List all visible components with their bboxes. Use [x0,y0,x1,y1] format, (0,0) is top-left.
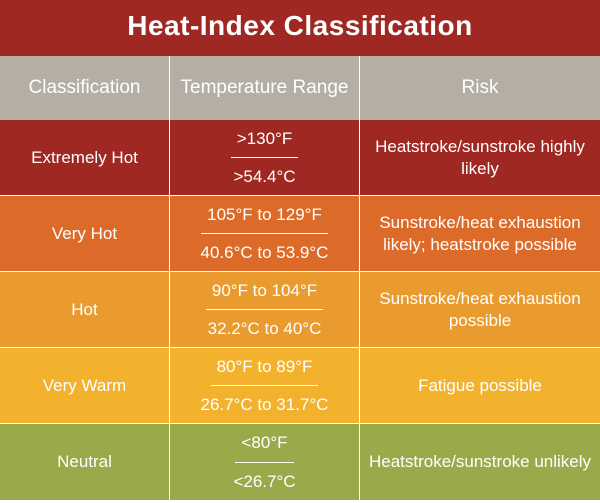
header-temp-range: Temperature Range [170,56,360,120]
header-risk: Risk [360,56,600,120]
classification-cell: Extremely Hot [0,120,170,195]
title-bar: Heat-Index Classification [0,0,600,56]
table-row: Hot90°F to 104°F32.2°C to 40°CSunstroke/… [0,272,600,348]
risk-cell: Heatstroke/sunstroke highly likely [360,120,600,195]
temp-cell: <80°F<26.7°C [170,424,360,500]
risk-cell: Heatstroke/sunstroke unlikely [360,424,600,500]
temp-f: <80°F [235,424,293,463]
header-classification: Classification [0,56,170,120]
table-body: Extremely Hot>130°F>54.4°CHeatstroke/sun… [0,120,600,500]
temp-cell: 90°F to 104°F32.2°C to 40°C [170,272,360,347]
temp-cell: 105°F to 129°F40.6°C to 53.9°C [170,196,360,271]
classification-cell: Very Hot [0,196,170,271]
table-row: Very Warm80°F to 89°F26.7°C to 31.7°CFat… [0,348,600,424]
table-row: Neutral<80°F<26.7°CHeatstroke/sunstroke … [0,424,600,500]
temp-c: <26.7°C [227,463,301,501]
risk-cell: Sunstroke/heat exhaustion possible [360,272,600,347]
temp-cell: >130°F>54.4°C [170,120,360,195]
temp-c: 26.7°C to 31.7°C [195,386,335,423]
classification-cell: Neutral [0,424,170,500]
temp-f: 105°F to 129°F [201,196,328,234]
temp-c: >54.4°C [227,158,301,195]
temp-f: 90°F to 104°F [206,272,323,310]
risk-cell: Fatigue possible [360,348,600,423]
classification-cell: Very Warm [0,348,170,423]
temp-c: 40.6°C to 53.9°C [195,234,335,271]
temp-c: 32.2°C to 40°C [202,310,328,347]
temp-f: 80°F to 89°F [211,348,319,386]
temp-f: >130°F [231,120,298,158]
table-row: Extremely Hot>130°F>54.4°CHeatstroke/sun… [0,120,600,196]
temp-cell: 80°F to 89°F26.7°C to 31.7°C [170,348,360,423]
table-row: Very Hot105°F to 129°F40.6°C to 53.9°CSu… [0,196,600,272]
risk-cell: Sunstroke/heat exhaustion likely; heatst… [360,196,600,271]
header-row: Classification Temperature Range Risk [0,56,600,120]
classification-cell: Hot [0,272,170,347]
